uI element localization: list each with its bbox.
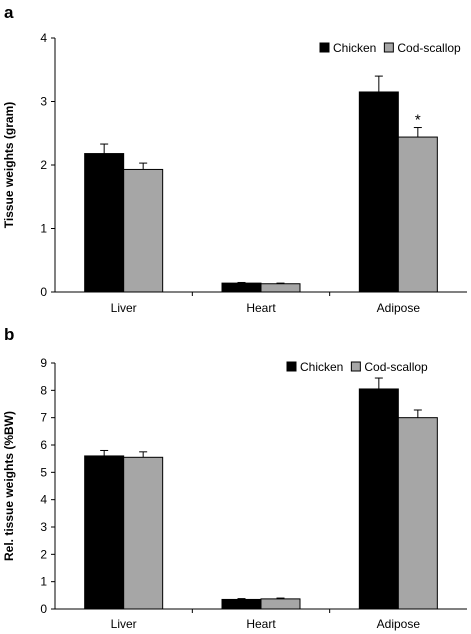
- y-tick-label: 0: [40, 602, 47, 616]
- x-tick-label: Adipose: [377, 617, 421, 631]
- y-tick-label: 4: [40, 31, 47, 45]
- legend-label: Chicken: [300, 360, 343, 374]
- bar-cod-scallop: [397, 136, 438, 293]
- legend-swatch-cod-scallop: [383, 42, 394, 53]
- y-tick-label: 3: [40, 520, 47, 534]
- bar-cod-scallop: [397, 417, 438, 610]
- y-tick-label: 9: [40, 356, 47, 370]
- bar-chicken: [221, 282, 262, 293]
- x-tick-label: Heart: [246, 617, 276, 631]
- y-tick-label: 0: [40, 285, 47, 299]
- y-tick-label: 1: [40, 222, 47, 236]
- panel-a-letter: a: [4, 3, 14, 22]
- legend: Chicken Cod-scallop: [319, 41, 461, 55]
- legend-label: Cod-scallop: [364, 360, 428, 374]
- x-tick-label: Liver: [111, 617, 137, 631]
- bar-chicken: [221, 598, 262, 610]
- legend-label: Cod-scallop: [397, 41, 461, 55]
- y-tick-label: 3: [40, 95, 47, 109]
- legend-swatch-chicken: [319, 42, 330, 53]
- y-tick-label: 1: [40, 575, 47, 589]
- y-tick-label: 2: [40, 547, 47, 561]
- y-tick-label: 5: [40, 465, 47, 479]
- legend: Chicken Cod-scallop: [286, 360, 428, 374]
- bar-cod-scallop: [260, 283, 301, 293]
- x-tick-label: Liver: [111, 301, 137, 315]
- y-axis-label: Tissue weights (gram): [2, 102, 16, 228]
- bar-cod-scallop: [123, 456, 164, 610]
- bar-chicken: [358, 388, 399, 610]
- x-tick-label: Adipose: [377, 301, 421, 315]
- bar-chicken: [358, 91, 399, 293]
- y-tick-label: 2: [40, 158, 47, 172]
- significance-marker: *: [415, 112, 421, 129]
- bar-chicken: [84, 153, 125, 293]
- panel-a: a 0 1 2 3 4 Tissue weights (gram) Liver Heart Ad…: [2, 3, 467, 315]
- bar-cod-scallop: [123, 168, 164, 293]
- legend-swatch-cod-scallop: [350, 361, 361, 372]
- y-tick-label: 6: [40, 438, 47, 452]
- panel-b-letter: b: [4, 325, 14, 344]
- y-tick-label: 8: [40, 383, 47, 397]
- y-tick-label: 4: [40, 493, 47, 507]
- bar-chicken: [84, 455, 125, 610]
- legend-swatch-chicken: [286, 361, 297, 372]
- x-tick-label: Heart: [246, 301, 276, 315]
- y-tick-label: 7: [40, 411, 47, 425]
- y-axis-label: Rel. tissue weights (%BW): [2, 411, 16, 561]
- legend-label: Chicken: [333, 41, 376, 55]
- bar-cod-scallop: [260, 598, 301, 610]
- panel-b: b 0 1 2 3 4 5 6 7 8 9 Rel. tissue weights (%BW) Liv…: [2, 325, 467, 631]
